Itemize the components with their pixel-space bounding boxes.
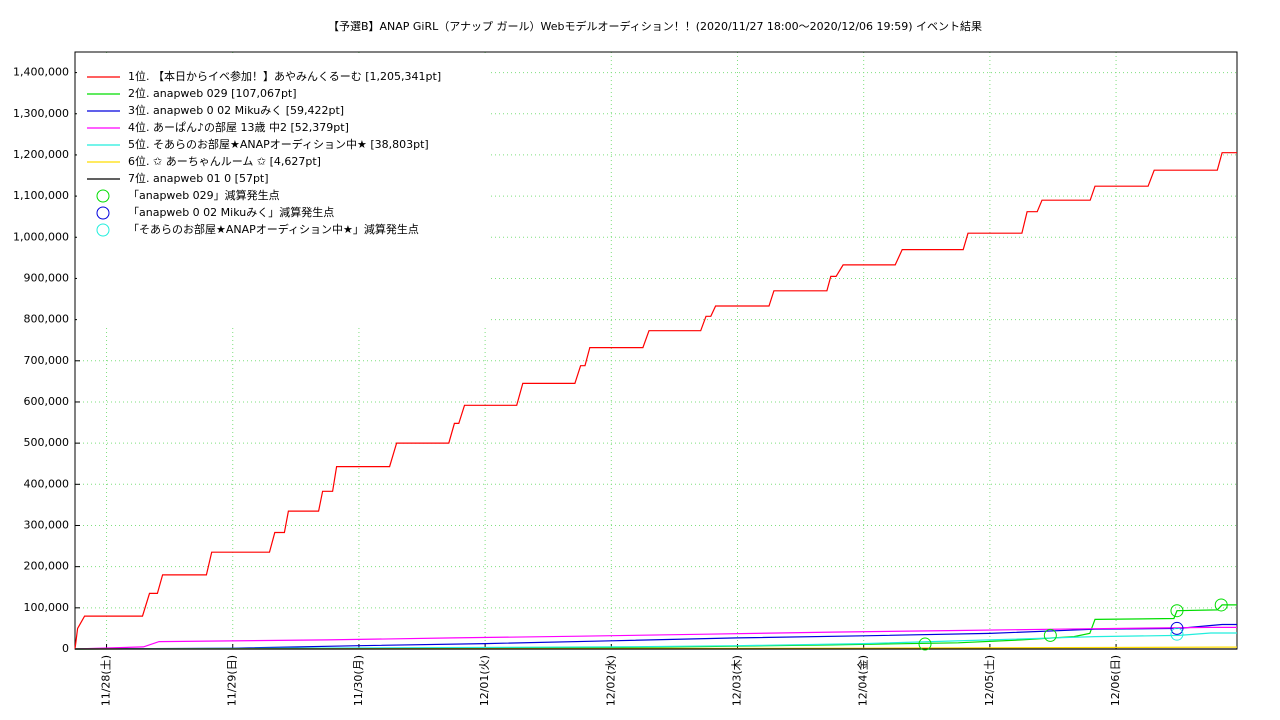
y-tick-label: 900,000 (24, 271, 70, 284)
legend-label: 4位. あーぱん♪の部屋 13歳 中2 [52,379pt] (128, 120, 349, 134)
legend-label: 1位. 【本日からイベ参加！】あやみんくるーむ [1,205,341pt] (128, 69, 441, 83)
y-tick-label: 200,000 (24, 560, 70, 573)
series-line (74, 152, 1237, 650)
x-tick-label: 12/04(金) (856, 655, 870, 706)
y-tick-label: 300,000 (24, 518, 70, 531)
y-tick-label: 1,400,000 (13, 66, 69, 79)
series-line (74, 623, 1237, 650)
x-tick-label: 12/05(土) (983, 655, 996, 706)
y-tick-label: 1,200,000 (13, 148, 69, 161)
y-tick-label: 0 (62, 642, 69, 655)
x-tick-label: 11/28(土) (100, 655, 113, 706)
legend-label: 「anapweb 0 02 Mikuみく」減算発生点 (128, 205, 334, 219)
series-line (74, 632, 1237, 650)
y-tick-label: 600,000 (24, 395, 70, 408)
marker-point (1170, 604, 1184, 618)
x-tick-label: 11/29(日) (226, 655, 239, 706)
marker-point (1043, 628, 1057, 642)
chart-title: 【予選B】ANAP GiRL（アナップ ガール）Webモデルオーディション！！(… (328, 19, 982, 33)
y-tick-label: 700,000 (24, 354, 70, 367)
y-tick-label: 800,000 (24, 313, 70, 326)
legend-label: 5位. そあらのお部屋★ANAPオーディション中★ [38,803pt] (128, 137, 429, 151)
y-tick-label: 1,100,000 (13, 189, 69, 202)
y-tick-label: 100,000 (24, 601, 70, 614)
legend-label: 7位. anapweb 01 0 [57pt] (128, 171, 269, 185)
legend-label: 6位. ✩ あーちゃんルーム ✩ [4,627pt] (128, 154, 321, 168)
legend-box (77, 55, 490, 328)
x-tick-label: 11/30(月) (352, 655, 365, 706)
y-tick-label: 1,000,000 (13, 230, 69, 243)
legend-symbol (96, 189, 110, 203)
marker-point (1214, 598, 1228, 612)
x-tick-label: 12/03(木) (730, 655, 743, 706)
legend-label: 「そあらのお部屋★ANAPオーディション中★」減算発生点 (128, 222, 419, 236)
y-tick-label: 500,000 (24, 436, 70, 449)
x-tick-label: 12/02(水) (604, 655, 617, 706)
legend-label: 「anapweb 029」減算発生点 (128, 188, 280, 202)
legend-label: 3位. anapweb 0 02 Mikuみく [59,422pt] (128, 103, 344, 117)
x-tick-label: 12/01(火) (478, 655, 491, 706)
marker-point (918, 637, 932, 651)
x-tick-label: 12/06(日) (1109, 655, 1122, 706)
legend-label: 2位. anapweb 029 [107,067pt] (128, 86, 297, 100)
marker-point (1170, 627, 1184, 641)
legend-symbol (96, 223, 110, 237)
legend-symbol (96, 206, 110, 220)
series-line (74, 626, 1237, 650)
marker-point (1170, 621, 1184, 635)
y-tick-label: 400,000 (24, 477, 70, 490)
y-tick-label: 1,300,000 (13, 107, 69, 120)
